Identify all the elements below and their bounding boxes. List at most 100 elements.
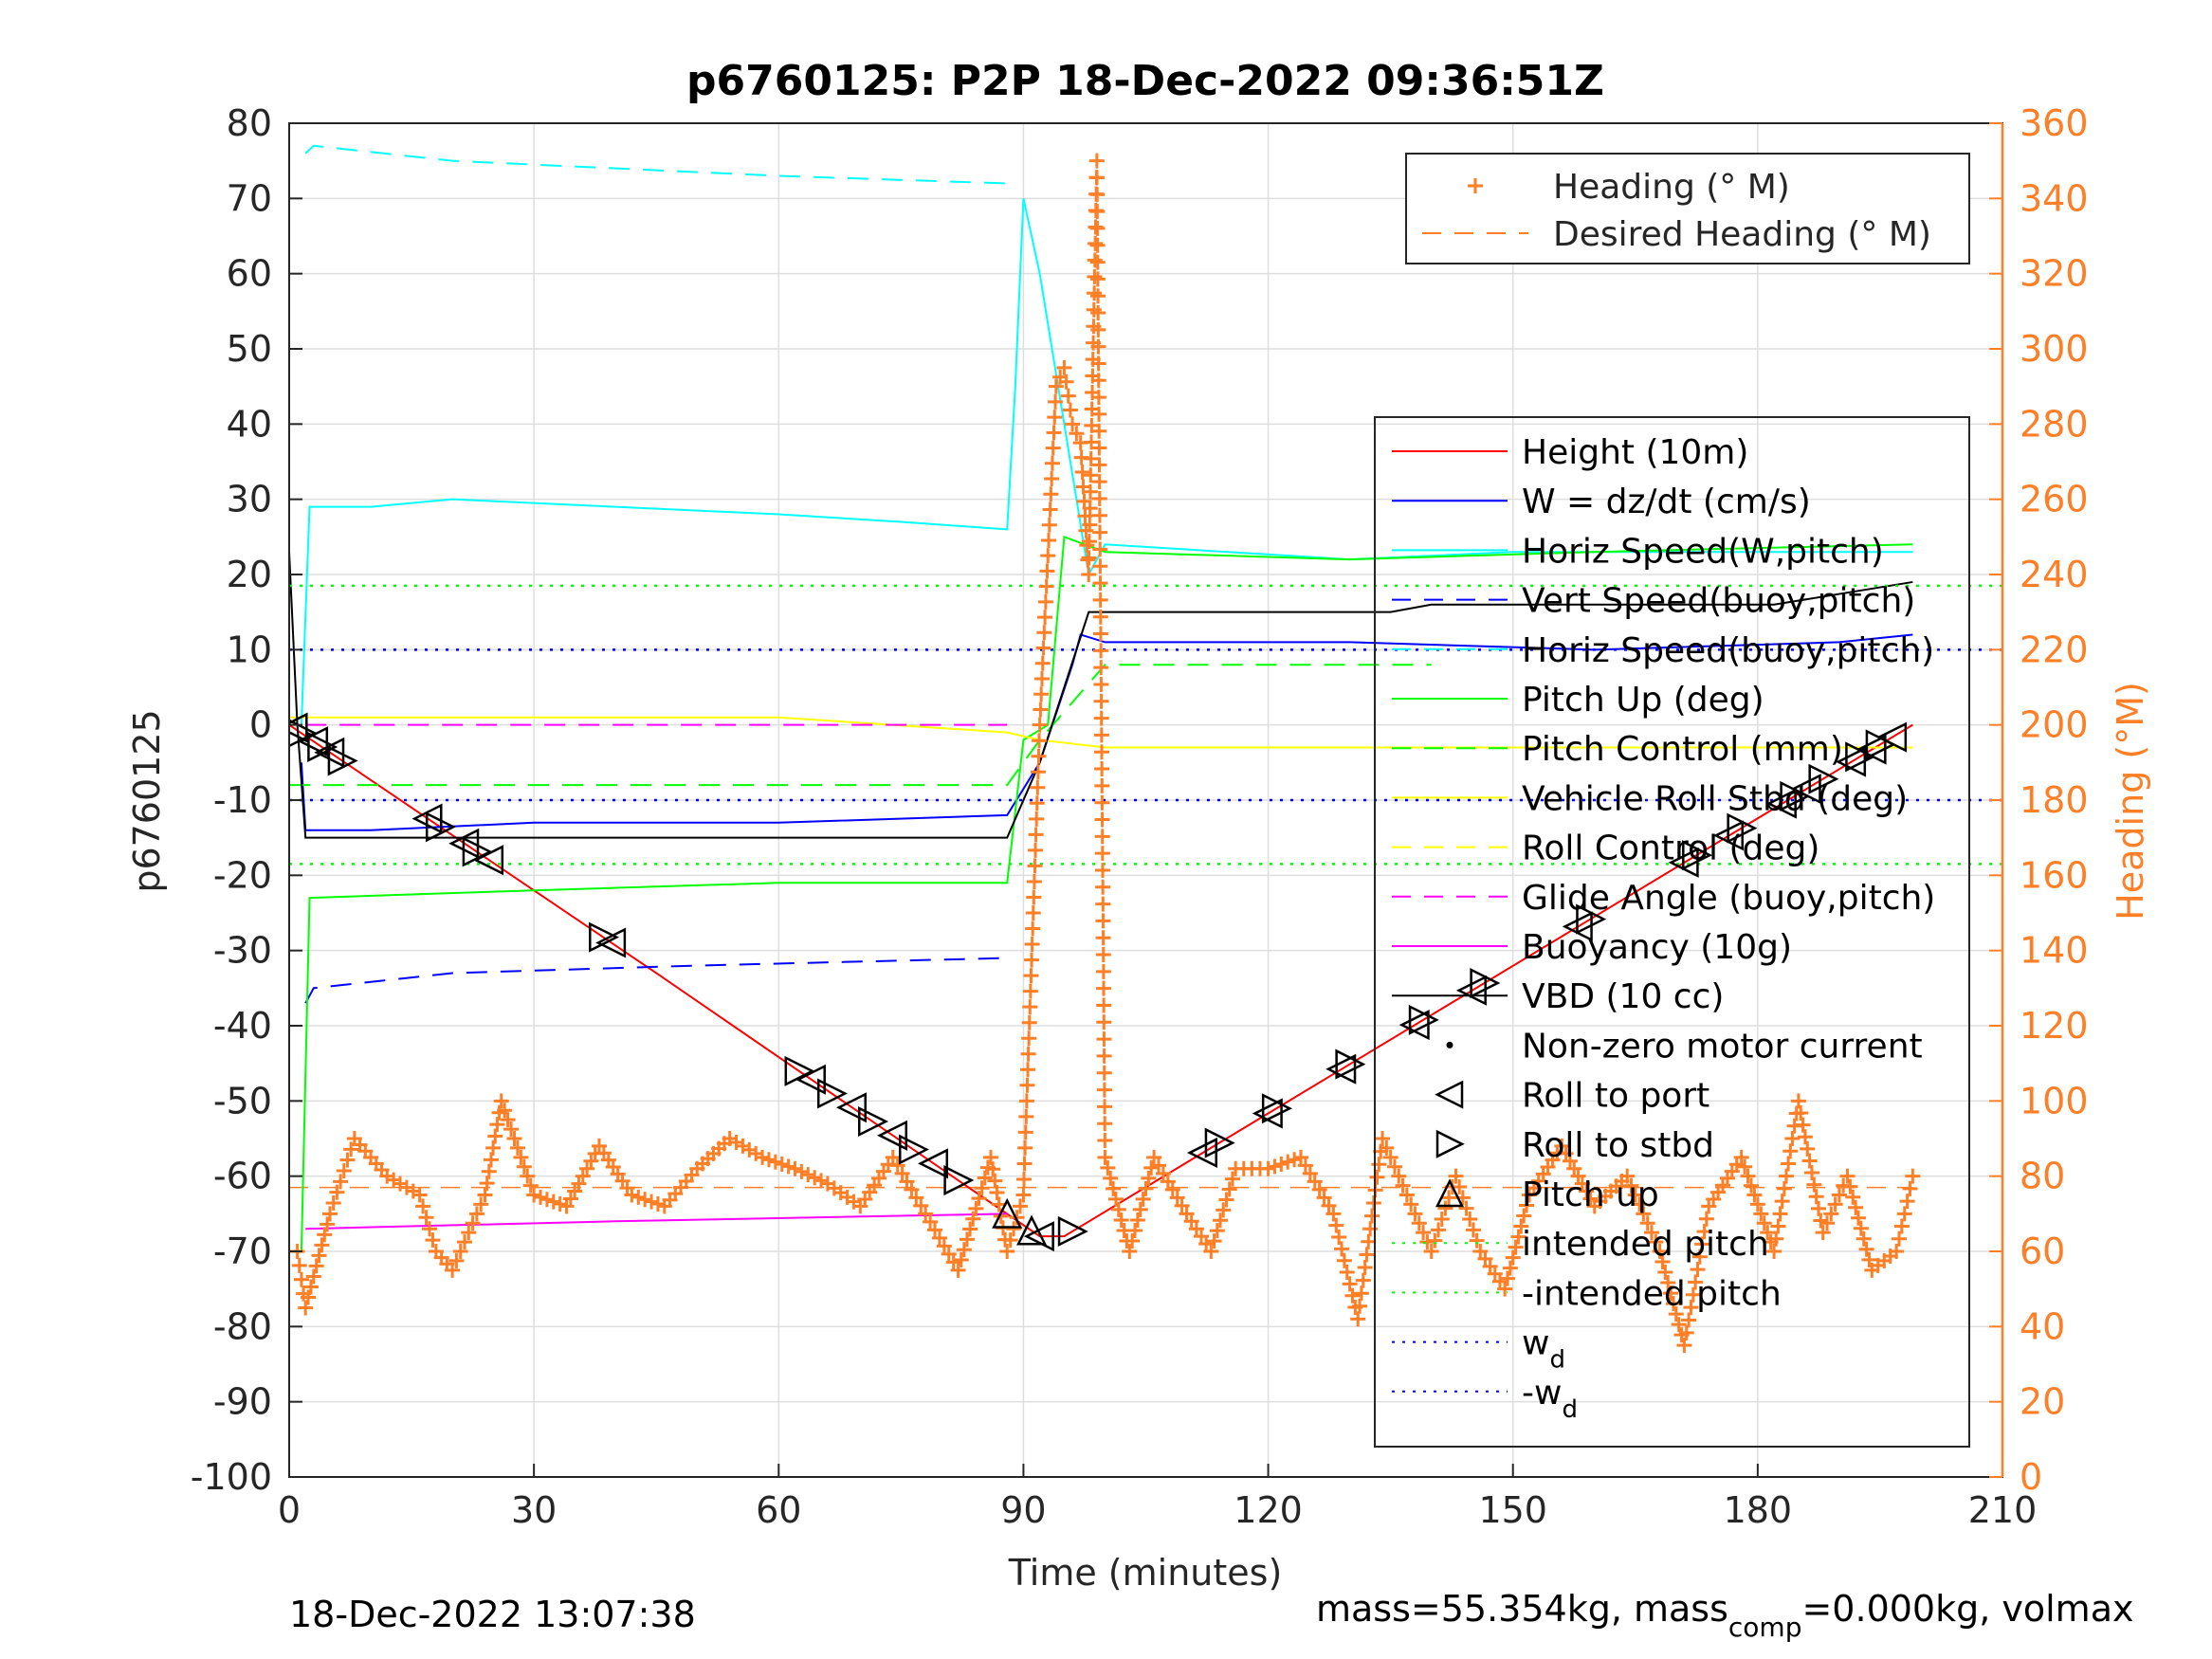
heading-point	[1092, 626, 1108, 642]
heading-point	[1090, 356, 1106, 372]
legend-label-text: -intended pitch	[1522, 1274, 1782, 1313]
heading-point	[1093, 693, 1109, 709]
heading-point	[1519, 1197, 1535, 1213]
legend-label: Non-zero motor current	[1522, 1027, 1923, 1066]
series-pitch-up-deg-	[300, 535, 1913, 1252]
heading-point	[637, 1192, 653, 1208]
heading-point	[1407, 1206, 1423, 1222]
legend-entry: Horiz Speed(buoy,pitch)	[1392, 631, 1934, 670]
heading-point	[1359, 1247, 1375, 1263]
heading-point	[1087, 268, 1103, 284]
heading-point	[1766, 1244, 1782, 1259]
heading-point	[1090, 288, 1106, 304]
heading-point	[1893, 1218, 1910, 1234]
heading-point	[974, 1180, 990, 1196]
legend-label-text: Pitch up	[1522, 1176, 1659, 1214]
roll-stbd-marker	[943, 1165, 975, 1196]
heading-point	[1002, 1232, 1018, 1249]
y-tick-label: -80	[213, 1305, 272, 1347]
series-vert-speed-buoy-pitch-	[304, 957, 1008, 1004]
heading-point	[1065, 416, 1081, 432]
heading-point	[1096, 1031, 1112, 1048]
heading-point	[343, 1141, 359, 1158]
legend-label-text: Glide Angle (buoy,pitch)	[1522, 879, 1935, 918]
heading-point	[1740, 1168, 1756, 1184]
heading-point	[927, 1222, 943, 1238]
heading-point	[962, 1221, 978, 1237]
heading-point	[1091, 440, 1107, 456]
heading-point	[999, 1244, 1015, 1259]
y-tick-label: -50	[213, 1080, 272, 1121]
legend-label-sub: d	[1549, 1346, 1565, 1375]
roll-stbd-marker	[1727, 812, 1758, 844]
heading-point	[314, 1237, 330, 1253]
heading-point	[1369, 1169, 1385, 1185]
heading-point	[1768, 1231, 1784, 1247]
roll-port-marker	[917, 1148, 949, 1179]
heading-point	[1639, 1215, 1655, 1231]
heading-point	[1696, 1224, 1712, 1240]
heading-point	[1037, 593, 1053, 610]
x-tick-label: 210	[1968, 1489, 2038, 1531]
y2-tick-label: 0	[2020, 1456, 2042, 1498]
heading-point	[1448, 1168, 1464, 1184]
heading-point	[774, 1156, 790, 1172]
heading-point	[465, 1215, 481, 1231]
heading-point	[1756, 1215, 1772, 1231]
heading-point	[1648, 1234, 1664, 1250]
heading-point	[1039, 563, 1055, 579]
heading-point	[1029, 795, 1045, 811]
y-tick-label: 40	[227, 403, 272, 445]
heading-point	[1091, 406, 1107, 422]
heading-point	[293, 1271, 309, 1287]
heading-point	[1652, 1244, 1668, 1259]
heading-point	[1508, 1239, 1524, 1255]
heading-point	[481, 1163, 497, 1179]
x-axis-label: Time (minutes)	[1008, 1552, 1283, 1594]
heading-point	[425, 1232, 441, 1249]
heading-point	[1018, 1093, 1034, 1109]
heading-point	[1902, 1180, 1918, 1196]
heading-point	[1092, 609, 1108, 625]
y2-tick-label: 140	[2020, 930, 2089, 972]
x-tick-label: 180	[1724, 1489, 1793, 1531]
heading-point	[1094, 846, 1110, 862]
y2-tick-label: 280	[2020, 403, 2089, 445]
heading-point	[1497, 1281, 1513, 1297]
heading-point	[1026, 873, 1042, 889]
roll-port-marker	[876, 1120, 908, 1151]
legend-entry: wd	[1392, 1324, 1565, 1375]
y2-tick-label: 320	[2020, 253, 2089, 295]
heading-point	[894, 1165, 910, 1181]
legend-heading: Heading (° M) Desired Heading (° M)	[1405, 153, 1970, 264]
heading-point	[1423, 1244, 1439, 1259]
roll-port-marker	[1876, 721, 1908, 753]
y-tick-label: 70	[227, 177, 272, 219]
heading-point	[1023, 968, 1039, 984]
legend-entry: Vert Speed(buoy,pitch)	[1392, 582, 1915, 621]
legend-label-text: W = dz/dt (cm/s)	[1522, 483, 1811, 521]
legend-label-text: w	[1522, 1324, 1549, 1363]
heading-point	[325, 1195, 341, 1211]
y-tick-label: 80	[227, 102, 272, 144]
y-axis-left: 80 70 60 50 40 30 20 10 0 -10 -20 -30 -40 -50 -60 -70 -8…	[191, 102, 302, 1498]
legend-sample-marker	[1435, 1178, 1465, 1208]
heading-point	[1203, 1244, 1219, 1259]
legend-label: Horiz Speed(buoy,pitch)	[1522, 631, 1934, 670]
heading-point	[1094, 794, 1110, 811]
heading-point	[787, 1160, 803, 1176]
heading-point	[317, 1227, 333, 1243]
heading-point	[1344, 1287, 1361, 1304]
heading-point	[1896, 1206, 1912, 1222]
heading-point	[1106, 1180, 1122, 1196]
heading-point	[1018, 1108, 1034, 1124]
heading-point	[1091, 507, 1107, 523]
heading-point	[1044, 455, 1060, 471]
heading-point	[329, 1184, 345, 1200]
heading-point	[1811, 1200, 1826, 1216]
heading-point	[415, 1198, 431, 1214]
heading-point	[1452, 1179, 1468, 1194]
heading-point	[1015, 1187, 1032, 1203]
heading-point	[1022, 999, 1038, 1015]
heading-point	[1094, 777, 1110, 793]
